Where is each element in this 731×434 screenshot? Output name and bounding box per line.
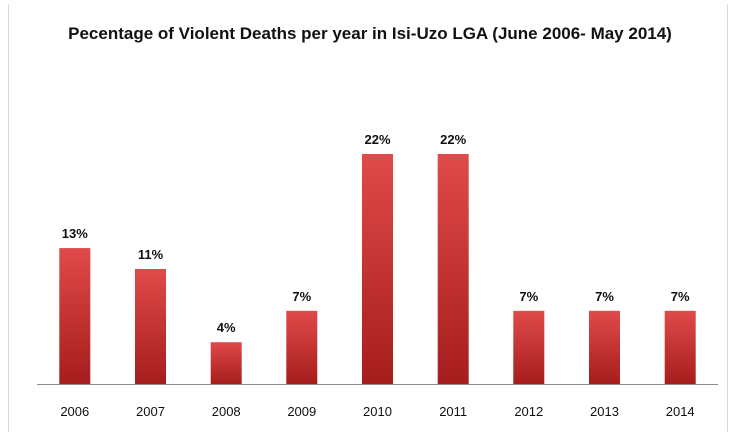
bars-layer [59, 154, 696, 384]
data-label-2012: 7% [519, 289, 538, 304]
bar-2014 [664, 310, 696, 384]
bar-2006 [59, 248, 91, 384]
chart-frame [8, 4, 728, 432]
x-tick-2012: 2012 [514, 404, 543, 419]
bar-2012 [513, 310, 545, 384]
x-tick-2011: 2011 [439, 404, 467, 419]
bar-2009 [286, 310, 318, 384]
x-tick-2010: 2010 [363, 404, 392, 419]
x-tick-2013: 2013 [590, 404, 619, 419]
bar-2013 [589, 310, 620, 384]
x-tick-2009: 2009 [287, 404, 316, 419]
bar-2011 [437, 154, 469, 384]
x-tick-2008: 2008 [212, 404, 241, 419]
chart-title: Pecentage of Violent Deaths per year in … [68, 24, 672, 43]
data-labels-layer: 13% 11% 4% 7% 22% 22% 7% 7% 7% [62, 132, 690, 335]
data-label-2010: 22% [364, 132, 390, 147]
data-label-2006: 13% [62, 226, 88, 241]
x-tick-labels-layer: 2006 2007 2008 2009 2010 2011 2012 2013 2014 [60, 404, 694, 419]
bar-2008 [210, 342, 242, 384]
bar-2010 [362, 154, 393, 384]
data-label-2013: 7% [595, 289, 614, 304]
x-tick-2014: 2014 [666, 404, 695, 419]
data-label-2007: 11% [138, 247, 164, 262]
data-label-2008: 4% [217, 320, 236, 335]
bar-2007 [135, 269, 166, 384]
data-label-2009: 7% [292, 289, 311, 304]
data-label-2011: 22% [440, 132, 466, 147]
data-label-2014: 7% [671, 289, 690, 304]
x-tick-2006: 2006 [60, 404, 89, 419]
x-tick-2007: 2007 [136, 404, 165, 419]
